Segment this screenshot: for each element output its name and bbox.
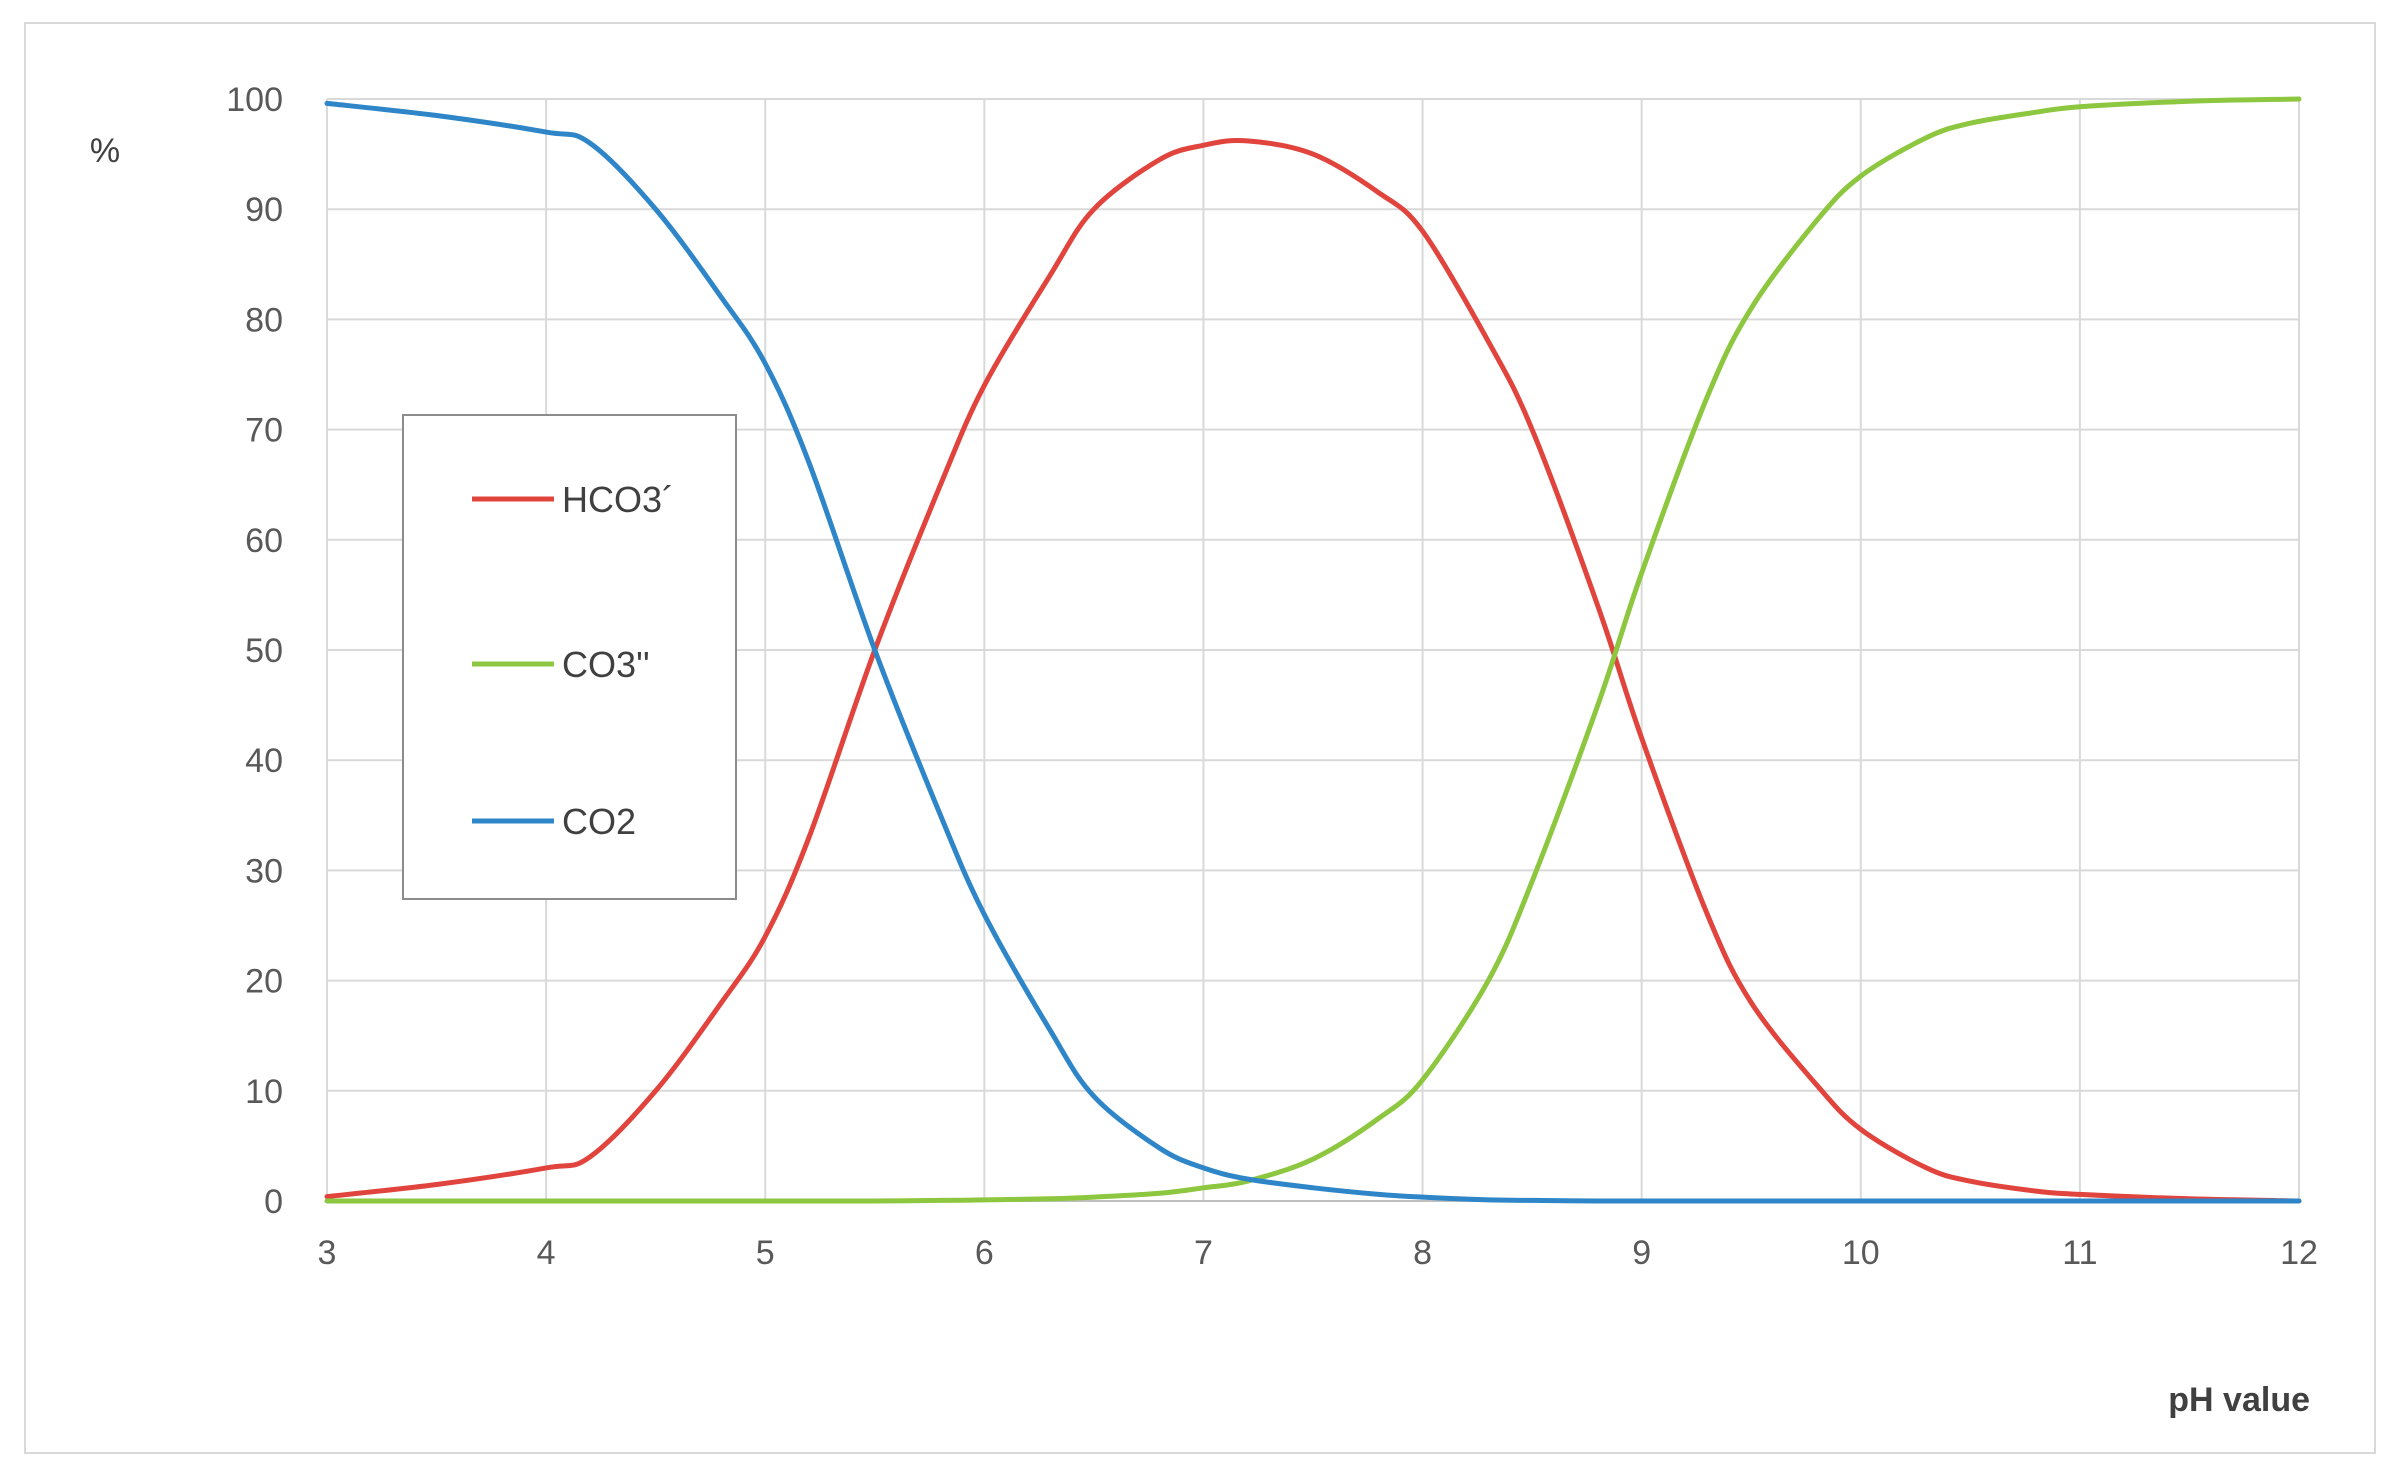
x-tick-label: 3 [318,1234,337,1272]
x-tick-label: 12 [2280,1234,2318,1272]
y-tick-label: 30 [245,852,283,890]
series-lines [324,96,2302,1204]
x-tick-label: 7 [1194,1234,1213,1272]
y-tick-label: 100 [226,81,283,119]
legend-label-hco3: HCO3´ [562,479,674,520]
y-tick-label: 80 [245,301,283,339]
x-tick-label: 10 [1842,1234,1880,1272]
y-tick-label: 20 [245,963,283,1001]
x-axis-label: pH value [2168,1381,2310,1419]
y-tick-label: 70 [245,412,283,450]
chart-plot: 0 10 20 30 40 50 60 70 80 90 100 3 4 5 6 7 8 9 10 11 12 % pH… [90,81,2318,1419]
series-line-hco3 [324,138,2302,1204]
series-line-co2 [324,100,2302,1204]
y-tick-label: 10 [245,1073,283,1111]
series-line-co3 [324,96,2302,1204]
legend-label-co2: CO2 [562,801,636,842]
y-tick-label: 60 [245,522,283,560]
x-tick-label: 11 [2062,1234,2097,1272]
legend: HCO3´ CO3'' CO2 [402,414,737,900]
x-tick-label: 5 [756,1234,775,1272]
y-tick-label: 0 [264,1183,283,1221]
legend-box [402,414,737,900]
x-tick-label: 6 [975,1234,994,1272]
y-tick-label: 90 [245,191,283,229]
y-tick-label: 40 [245,742,283,780]
x-tick-label: 9 [1632,1234,1651,1272]
tick-labels: 0 10 20 30 40 50 60 70 80 90 100 3 4 5 6 7 8 9 10 11 12 [226,81,2318,1272]
y-tick-label: 50 [245,632,283,670]
chart-frame: 0 10 20 30 40 50 60 70 80 90 100 3 4 5 6 7 8 9 10 11 12 % pH… [24,22,2376,1454]
legend-label-co3: CO3'' [562,644,650,685]
x-tick-label: 4 [537,1234,556,1272]
y-axis-label: % [90,132,120,170]
x-tick-label: 8 [1413,1234,1432,1272]
